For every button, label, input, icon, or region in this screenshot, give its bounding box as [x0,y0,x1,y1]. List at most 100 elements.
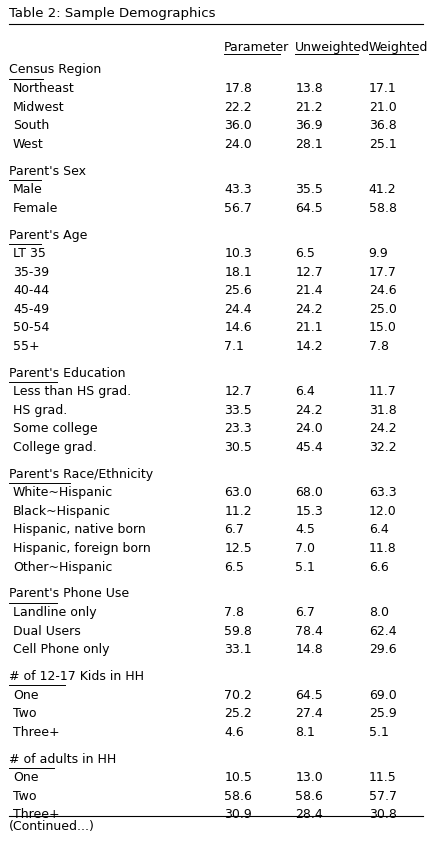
Text: 12.7: 12.7 [224,385,252,399]
Text: 63.0: 63.0 [224,486,252,499]
Text: 17.1: 17.1 [369,82,396,95]
Text: 5.1: 5.1 [369,726,389,739]
Text: 35.5: 35.5 [295,183,323,196]
Text: Parent's Phone Use: Parent's Phone Use [9,587,129,600]
Text: 30.9: 30.9 [224,808,252,821]
Text: 31.8: 31.8 [369,404,396,416]
Text: 8.0: 8.0 [369,606,389,619]
Text: Two: Two [13,790,37,802]
Text: 6.4: 6.4 [369,524,389,536]
Text: Cell Phone only: Cell Phone only [13,643,109,656]
Text: 50-54: 50-54 [13,321,49,334]
Text: 62.4: 62.4 [369,625,396,638]
Text: Parent's Age: Parent's Age [9,229,87,241]
Text: 14.6: 14.6 [224,321,252,334]
Text: 23.3: 23.3 [224,422,252,435]
Text: Dual Users: Dual Users [13,625,81,638]
Text: 21.1: 21.1 [295,321,323,334]
Text: LT 35: LT 35 [13,247,46,260]
Text: 68.0: 68.0 [295,486,323,499]
Text: 6.7: 6.7 [295,606,315,619]
Text: 69.0: 69.0 [369,688,396,701]
Text: 9.9: 9.9 [369,247,389,260]
Text: 40-44: 40-44 [13,284,49,298]
Text: 7.8: 7.8 [369,340,389,353]
Text: 13.0: 13.0 [295,771,323,784]
Text: Some college: Some college [13,422,97,435]
Text: One: One [13,771,38,784]
Text: Three+: Three+ [13,726,60,739]
Text: 25.1: 25.1 [369,138,396,150]
Text: 24.0: 24.0 [224,138,252,150]
Text: Male: Male [13,183,43,196]
Text: 6.4: 6.4 [295,385,315,399]
Text: 15.3: 15.3 [295,505,323,518]
Text: 14.2: 14.2 [295,340,323,353]
Text: 64.5: 64.5 [295,201,323,214]
Text: 7.0: 7.0 [295,542,315,555]
Text: 18.1: 18.1 [224,265,252,279]
Text: 7.1: 7.1 [224,340,244,353]
Text: 78.4: 78.4 [295,625,323,638]
Text: 8.1: 8.1 [295,726,315,739]
Text: 28.1: 28.1 [295,138,323,150]
Text: 10.5: 10.5 [224,771,252,784]
Text: 4.5: 4.5 [295,524,315,536]
Text: 30.8: 30.8 [369,808,396,821]
Text: 25.9: 25.9 [369,707,396,720]
Text: 6.6: 6.6 [369,560,389,574]
Text: Unweighted: Unweighted [295,41,370,54]
Text: Two: Two [13,707,37,720]
Text: Less than HS grad.: Less than HS grad. [13,385,131,399]
Text: One: One [13,688,38,701]
Text: 25.6: 25.6 [224,284,252,298]
Text: 56.7: 56.7 [224,201,252,214]
Text: 25.2: 25.2 [224,707,252,720]
Text: 64.5: 64.5 [295,688,323,701]
Text: 11.8: 11.8 [369,542,396,555]
Text: White~Hispanic: White~Hispanic [13,486,113,499]
Text: 43.3: 43.3 [224,183,252,196]
Text: 58.6: 58.6 [224,790,252,802]
Text: 24.2: 24.2 [295,404,323,416]
Text: 11.5: 11.5 [369,771,396,784]
Text: 41.2: 41.2 [369,183,396,196]
Text: Parent's Sex: Parent's Sex [9,165,86,178]
Text: 5.1: 5.1 [295,560,315,574]
Text: 57.7: 57.7 [369,790,396,802]
Text: 33.1: 33.1 [224,643,252,656]
Text: Other~Hispanic: Other~Hispanic [13,560,112,574]
Text: 6.7: 6.7 [224,524,244,536]
Text: Parent's Race/Ethnicity: Parent's Race/Ethnicity [9,468,153,481]
Text: 27.4: 27.4 [295,707,323,720]
Text: 17.8: 17.8 [224,82,252,95]
Text: 58.8: 58.8 [369,201,396,214]
Text: Midwest: Midwest [13,100,64,114]
Text: College grad.: College grad. [13,441,97,454]
Text: 4.6: 4.6 [224,726,244,739]
Text: 15.0: 15.0 [369,321,396,334]
Text: 11.7: 11.7 [369,385,396,399]
Text: Hispanic, native born: Hispanic, native born [13,524,146,536]
Text: # of adults in HH: # of adults in HH [9,752,116,766]
Text: 24.4: 24.4 [224,303,252,315]
Text: Parameter: Parameter [224,41,289,54]
Text: 21.2: 21.2 [295,100,323,114]
Text: 36.0: 36.0 [224,119,252,132]
Text: 24.2: 24.2 [369,422,396,435]
Text: 6.5: 6.5 [295,247,315,260]
Text: HS grad.: HS grad. [13,404,67,416]
Text: 6.5: 6.5 [224,560,244,574]
Text: West: West [13,138,44,150]
Text: 55+: 55+ [13,340,40,353]
Text: 12.5: 12.5 [224,542,252,555]
Text: South: South [13,119,49,132]
Text: Landline only: Landline only [13,606,97,619]
Text: 24.2: 24.2 [295,303,323,315]
Text: Parent's Education: Parent's Education [9,366,125,380]
Text: 12.0: 12.0 [369,505,396,518]
Text: 59.8: 59.8 [224,625,252,638]
Text: 25.0: 25.0 [369,303,396,315]
Text: 11.2: 11.2 [224,505,252,518]
Text: 45-49: 45-49 [13,303,49,315]
